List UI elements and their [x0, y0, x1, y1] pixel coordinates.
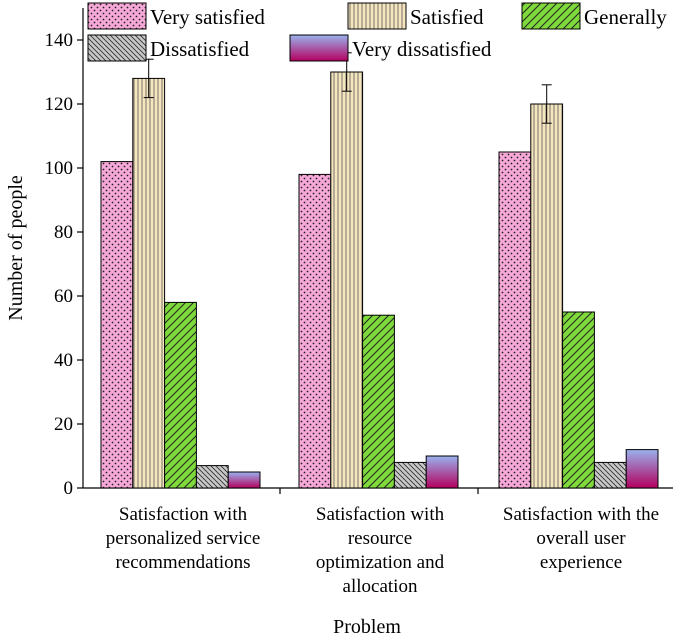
bar-dissatisfied-1 [393, 461, 427, 489]
bar-very-dissatisfied-1 [425, 455, 459, 489]
legend-swatch [347, 2, 407, 30]
legend-swatch [521, 2, 581, 30]
legend-swatch [87, 2, 147, 30]
bars [100, 52, 659, 494]
legend-item-dissatisfied: Dissatisfied [87, 34, 250, 62]
bar-dissatisfied-2 [593, 461, 627, 489]
bar-generally-2 [562, 311, 595, 489]
y-ticks: 0 20 40 60 80 100 120 140 [45, 30, 83, 499]
bar-very-satisfied-1 [298, 173, 332, 489]
legend-label: Generally [584, 5, 667, 29]
y-tick-label: 140 [45, 30, 74, 51]
x-category-label-2: Satisfaction with the overall user experie… [503, 504, 659, 573]
bar-very-dissatisfied-0 [227, 471, 261, 489]
bar-satisfied-0 [132, 77, 166, 489]
legend-label: Satisfied [410, 5, 484, 29]
legend-swatch [289, 34, 349, 62]
x-labels: Satisfaction with personalized service rec… [106, 504, 659, 597]
legend: Very satisfied Satisfied Generally Dissatis… [87, 2, 667, 62]
legend-item-generally: Generally [521, 2, 667, 30]
legend-label: Very satisfied [150, 5, 265, 29]
x-category-line: resource [348, 528, 412, 549]
x-category-line: experience [540, 552, 622, 573]
bar-satisfied-2 [530, 103, 564, 489]
x-axis-label: Problem [333, 616, 401, 637]
y-axis-label: Number of people [5, 175, 27, 321]
x-category-line: Satisfaction with [119, 504, 248, 525]
x-category-line: recommendations [115, 552, 250, 573]
legend-item-satisfied: Satisfied [347, 2, 484, 30]
x-category-line: personalized service [106, 528, 261, 549]
legend-item-very-satisfied: Very satisfied [87, 2, 265, 30]
legend-label: Dissatisfied [150, 37, 250, 61]
bar-generally-0 [164, 301, 197, 489]
bar-very-satisfied-2 [498, 151, 532, 489]
y-tick-label: 40 [54, 350, 73, 371]
x-category-label-1: Satisfaction with resource optimization an… [316, 504, 445, 597]
legend-label: Very dissatisfied [352, 37, 492, 61]
y-tick-label: 80 [54, 222, 73, 243]
x-category-line: allocation [343, 576, 418, 597]
x-category-line: Satisfaction with the [503, 504, 659, 525]
x-category-line: Satisfaction with [316, 504, 445, 525]
bar-very-satisfied-0 [100, 161, 134, 489]
bar-dissatisfied-0 [195, 465, 229, 489]
y-tick-label: 120 [45, 94, 74, 115]
y-tick-label: 60 [54, 286, 73, 307]
x-category-label-0: Satisfaction with personalized service rec… [106, 504, 261, 573]
x-category-line: overall user [536, 528, 626, 549]
bar-satisfied-1 [330, 71, 364, 489]
legend-item-very-dissatisfied: Very dissatisfied [289, 34, 492, 62]
bar-generally-1 [362, 314, 395, 489]
y-tick-label: 100 [45, 158, 74, 179]
x-category-line: optimization and [316, 552, 445, 573]
legend-swatch [87, 34, 147, 62]
y-tick-label: 0 [64, 478, 74, 499]
bar-very-dissatisfied-2 [625, 449, 659, 489]
y-tick-label: 20 [54, 414, 73, 435]
